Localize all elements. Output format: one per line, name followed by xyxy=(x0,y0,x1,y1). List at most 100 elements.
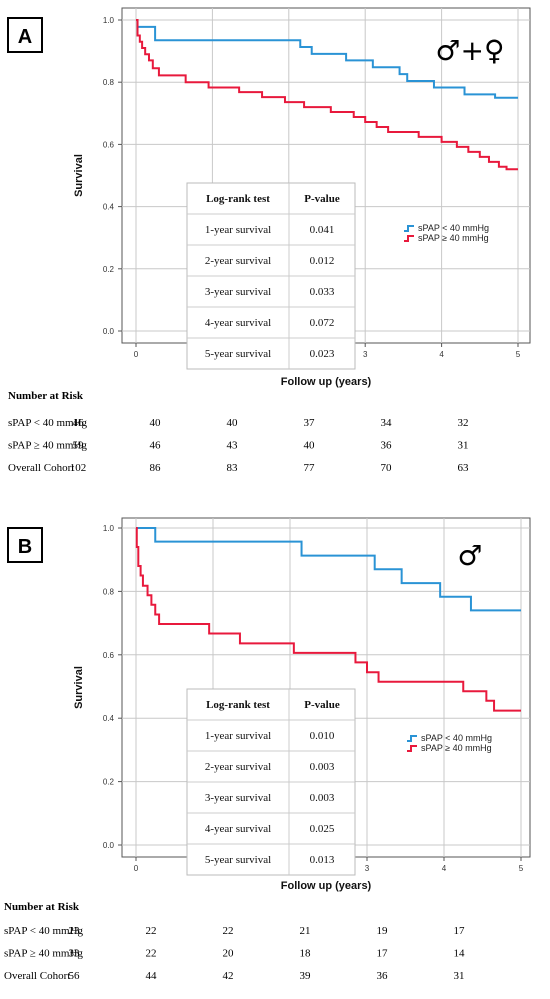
survival-curve-low-spap xyxy=(136,19,518,99)
x-tick-label: 5 xyxy=(516,350,521,359)
risk-row-label: sPAP < 40 mmHg xyxy=(8,417,88,429)
risk-row-label: Overall Cohort xyxy=(4,970,70,982)
x-tick-label: 5 xyxy=(519,864,524,873)
panel-label: B xyxy=(18,536,32,558)
table-header: Log-rank test xyxy=(206,699,270,711)
panel-label-box xyxy=(7,17,43,53)
risk-count: 14 xyxy=(454,948,466,960)
table-cell-pvalue: 0.033 xyxy=(310,286,335,298)
risk-count: 40 xyxy=(304,440,316,452)
y-axis-title: Survival xyxy=(73,666,85,709)
survival-curve-low-spap xyxy=(136,527,521,612)
panel-label-box xyxy=(7,527,43,563)
risk-count: 21 xyxy=(300,925,311,937)
y-tick-label: 0.6 xyxy=(103,140,115,149)
y-tick-label: 1.0 xyxy=(103,524,115,533)
x-tick-label: 3 xyxy=(365,864,370,873)
y-tick-label: 0.8 xyxy=(103,587,115,596)
risk-count: 70 xyxy=(381,462,393,474)
risk-count: 17 xyxy=(454,925,466,937)
table-cell-pvalue: 0.003 xyxy=(310,792,335,804)
table-cell-pvalue: 0.023 xyxy=(310,348,335,360)
x-tick-label: 4 xyxy=(439,350,444,359)
risk-count: 83 xyxy=(227,462,239,474)
risk-count: 22 xyxy=(146,948,157,960)
risk-count: 19 xyxy=(377,925,389,937)
table-cell-pvalue: 0.003 xyxy=(310,761,335,773)
y-tick-label: 0.4 xyxy=(103,203,115,212)
risk-count: 40 xyxy=(227,417,239,429)
risk-count: 31 xyxy=(458,440,469,452)
risk-count: 102 xyxy=(70,462,87,474)
sex-symbol: ♂ xyxy=(457,539,482,572)
risk-count: 22 xyxy=(223,925,234,937)
risk-count: 23 xyxy=(69,925,81,937)
table-cell-pvalue: 0.041 xyxy=(310,224,335,236)
legend-swatch xyxy=(404,225,414,232)
risk-count: 39 xyxy=(300,970,312,982)
risk-count: 34 xyxy=(381,417,393,429)
table-cell-label: 2-year survival xyxy=(205,255,271,267)
table-cell-pvalue: 0.072 xyxy=(310,317,335,329)
x-axis-title: Follow up (years) xyxy=(281,376,372,388)
risk-count: 33 xyxy=(69,948,81,960)
y-axis-title: Survival xyxy=(73,154,85,197)
table-cell-label: 3-year survival xyxy=(205,792,271,804)
legend-label: sPAP < 40 mmHg xyxy=(418,223,489,233)
risk-row-label: sPAP ≥ 40 mmHg xyxy=(4,948,83,960)
table-cell-pvalue: 0.013 xyxy=(310,854,335,866)
risk-count: 36 xyxy=(381,440,393,452)
risk-count: 22 xyxy=(146,925,157,937)
table-cell-pvalue: 0.012 xyxy=(310,255,335,267)
survival-curve-high-spap xyxy=(135,527,521,712)
survival-curve-high-spap xyxy=(136,19,518,171)
y-tick-label: 0.0 xyxy=(103,327,115,336)
risk-count: 59 xyxy=(73,440,85,452)
sex-symbol: ♂+♀ xyxy=(435,34,504,67)
risk-count: 36 xyxy=(377,970,389,982)
x-tick-label: 0 xyxy=(134,350,139,359)
legend-label: sPAP < 40 mmHg xyxy=(421,733,492,743)
table-cell-label: 5-year survival xyxy=(205,854,271,866)
x-tick-label: 0 xyxy=(134,864,139,873)
y-tick-label: 0.6 xyxy=(103,651,115,660)
risk-count: 42 xyxy=(223,970,234,982)
risk-count: 77 xyxy=(304,462,316,474)
y-tick-label: 0.2 xyxy=(103,265,115,274)
risk-row-label: sPAP ≥ 40 mmHg xyxy=(8,440,87,452)
legend-label: sPAP ≥ 40 mmHg xyxy=(418,233,489,243)
table-cell-label: 2-year survival xyxy=(205,761,271,773)
panel-label: A xyxy=(18,26,32,48)
table-cell-pvalue: 0.025 xyxy=(310,823,335,835)
table-header: P-value xyxy=(304,193,340,205)
table-header: Log-rank test xyxy=(206,193,270,205)
risk-count: 18 xyxy=(300,948,312,960)
legend-swatch xyxy=(407,735,417,742)
table-cell-label: 4-year survival xyxy=(205,823,271,835)
y-tick-label: 1.0 xyxy=(103,16,115,25)
x-tick-label: 4 xyxy=(442,864,447,873)
risk-count: 46 xyxy=(73,417,85,429)
x-axis-title: Follow up (years) xyxy=(281,880,372,892)
y-tick-label: 0.8 xyxy=(103,78,115,87)
risk-count: 40 xyxy=(150,417,162,429)
table-cell-label: 5-year survival xyxy=(205,348,271,360)
risk-count: 63 xyxy=(458,462,470,474)
table-cell-label: 1-year survival xyxy=(205,730,271,742)
risk-count: 31 xyxy=(454,970,465,982)
legend-swatch xyxy=(407,745,417,752)
risk-count: 32 xyxy=(458,417,469,429)
risk-count: 43 xyxy=(227,440,239,452)
risk-count: 46 xyxy=(150,440,162,452)
risk-title: Number at Risk xyxy=(8,390,84,402)
y-tick-label: 0.2 xyxy=(103,778,115,787)
table-cell-label: 1-year survival xyxy=(205,224,271,236)
table-header: P-value xyxy=(304,699,340,711)
x-tick-label: 3 xyxy=(363,350,368,359)
risk-count: 44 xyxy=(146,970,158,982)
y-tick-label: 0.4 xyxy=(103,714,115,723)
